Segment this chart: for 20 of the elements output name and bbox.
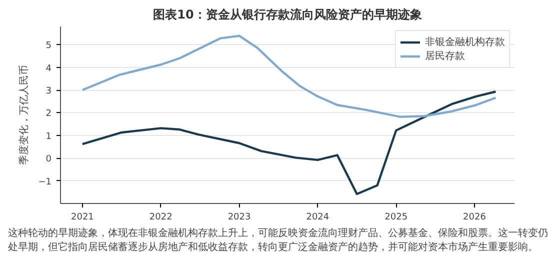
line-series — [81, 90, 497, 196]
x-tick-label: 2026 — [463, 212, 486, 222]
y-tick-label: 5 — [46, 41, 52, 52]
chart-title: 图表10：资金从银行存款流向风险资产的早期迹象 — [153, 8, 422, 22]
x-tick-label: 2025 — [384, 212, 408, 222]
y-tick-label: 3 — [46, 86, 52, 97]
legend-label: 非银金融机构存款 — [425, 36, 505, 49]
y-tick-label: −1 — [38, 177, 52, 188]
text: 这种轮动的早期迹象，体现在非银金融机构存款上升上，可能反映资金流向理财产品、公募基金、保险和股票。这一转变仍处早期，但它指向居民储蓄逐步从房地产和低收益存款，转向更广泛金融资产的趋势，并可能对资本市场产生重要影响。 — [8, 227, 549, 254]
y-tick-label: 2 — [46, 109, 52, 120]
legend-label: 居民存款 — [425, 50, 465, 63]
line-series — [81, 34, 497, 118]
y-axis-title: 季度变化，万亿人民币 — [18, 65, 30, 165]
y-tick-label: 4 — [46, 64, 52, 74]
x-tick-label: 2021 — [71, 212, 94, 222]
x-tick-label: 2024 — [306, 212, 330, 222]
y-tick-label: 0 — [46, 154, 52, 165]
y-tick-label: 1 — [46, 132, 52, 142]
x-tick-label: 2023 — [228, 212, 251, 222]
x-tick-label: 2022 — [149, 212, 172, 222]
